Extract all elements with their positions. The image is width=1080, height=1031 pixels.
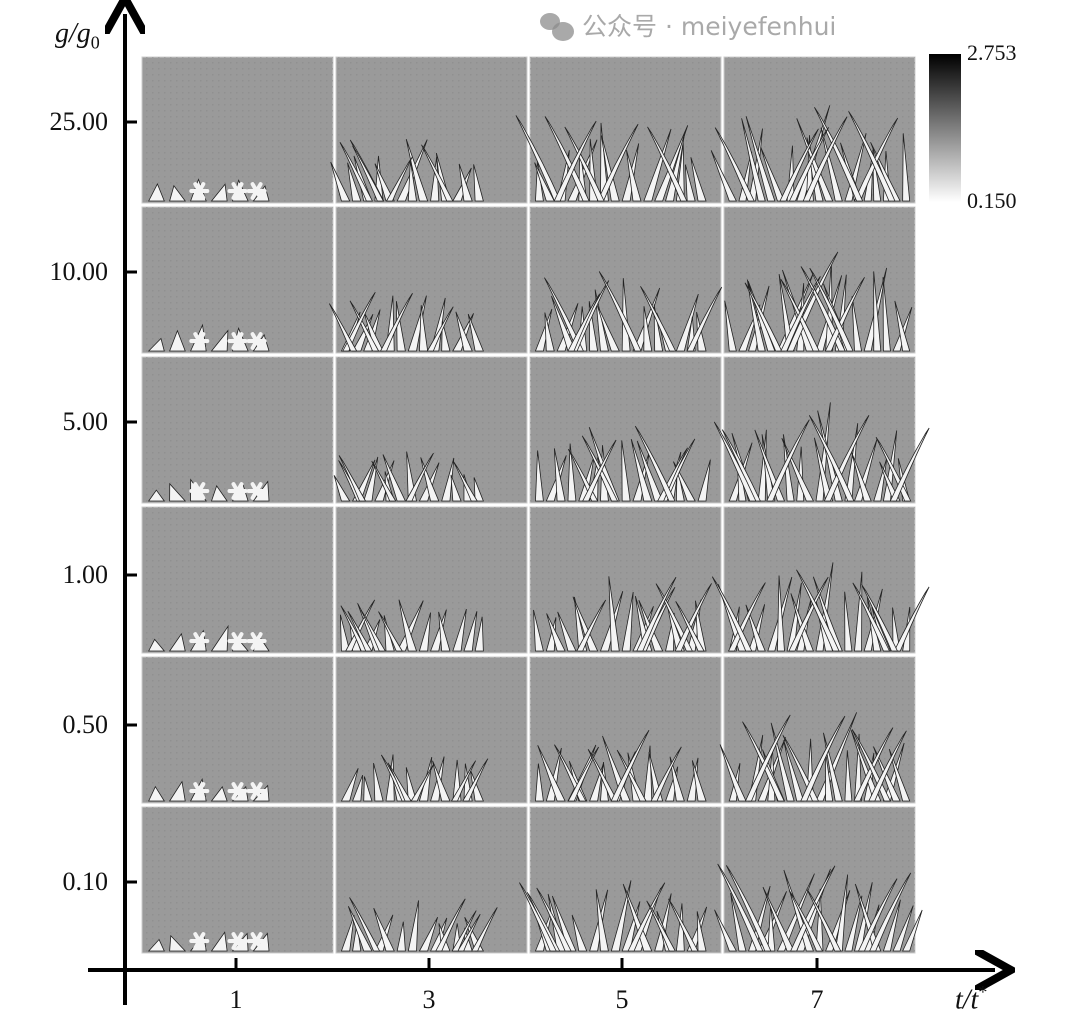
simulation-panel <box>713 356 930 504</box>
y-tick-label: 5.00 <box>62 407 109 436</box>
simulation-panel <box>723 206 916 354</box>
simulation-panel <box>714 806 923 954</box>
y-tick-label: 0.10 <box>62 867 109 896</box>
dendrite-structure <box>710 105 911 202</box>
dendrite-structure <box>534 271 723 352</box>
simulation-panel <box>529 356 722 504</box>
axis-ticks <box>125 120 819 970</box>
simulation-panel <box>335 656 528 804</box>
y-tick-label: 0.50 <box>62 710 109 739</box>
dendrite-structure <box>328 292 484 352</box>
wechat-icon <box>540 13 574 41</box>
simulation-panel <box>141 806 334 954</box>
simulation-panel <box>333 356 528 504</box>
y-tick-label: 10.00 <box>49 257 109 286</box>
dendrite-structure <box>333 451 484 502</box>
watermark: 公众号 · meiyefenhui <box>540 12 836 42</box>
simulation-panel <box>335 506 528 654</box>
dendrite-structure <box>714 863 923 952</box>
simulation-panel <box>141 206 334 354</box>
simulation-panel <box>330 56 528 204</box>
y-tick-label: 1.00 <box>62 560 109 589</box>
dendrite-structure <box>519 880 708 952</box>
colorbar <box>929 54 961 202</box>
dendrite-structure <box>148 178 270 202</box>
simulation-panel <box>141 506 334 654</box>
dendrite-structure <box>535 729 707 802</box>
dendrite-structure <box>340 754 489 802</box>
watermark-text: 公众号 · meiyefenhui <box>582 12 837 41</box>
dendrite-structure <box>719 712 911 802</box>
dendrite-structure <box>339 599 484 652</box>
simulation-panel <box>529 206 723 354</box>
x-tick-label: 1 <box>229 985 243 1014</box>
dendrite-structure <box>711 562 930 652</box>
dendrite-structure <box>713 402 930 502</box>
dendrite-structure <box>515 115 707 202</box>
simulation-panel <box>328 206 528 354</box>
dendrite-structure <box>340 897 498 952</box>
simulation-panel <box>719 656 916 804</box>
x-tick-label: 7 <box>810 985 824 1014</box>
y-axis-label: g/g0 <box>55 18 100 53</box>
x-tick-label: 3 <box>422 985 436 1014</box>
dendrite-structure <box>147 931 270 952</box>
simulation-panel <box>529 656 722 804</box>
simulation-panel <box>335 806 528 954</box>
dendrite-structure <box>330 138 484 202</box>
simulation-panel <box>711 506 930 654</box>
simulation-panel <box>141 56 334 204</box>
dendrite-structure <box>533 576 712 652</box>
dendrite-structure <box>535 425 711 502</box>
dendrite-structure <box>147 478 270 502</box>
simulation-panel <box>141 356 334 504</box>
dendrite-structure <box>148 778 270 802</box>
dendrite-structure <box>147 323 270 352</box>
x-tick-label: 5 <box>615 985 629 1014</box>
colorbar-max-label: 2.753 <box>967 40 1017 65</box>
simulation-panel <box>141 656 334 804</box>
panel-grid <box>141 56 930 954</box>
simulation-panel <box>515 56 722 204</box>
simulation-panel <box>519 806 722 954</box>
colorbar-min-label: 0.150 <box>967 188 1017 213</box>
dendrite-structure <box>148 624 270 652</box>
simulation-panel <box>529 506 722 654</box>
dendrite-structure <box>724 251 913 352</box>
x-axis-label: t/t* <box>955 982 988 1016</box>
simulation-panel <box>710 56 916 204</box>
y-tick-label: 25.00 <box>49 107 109 136</box>
